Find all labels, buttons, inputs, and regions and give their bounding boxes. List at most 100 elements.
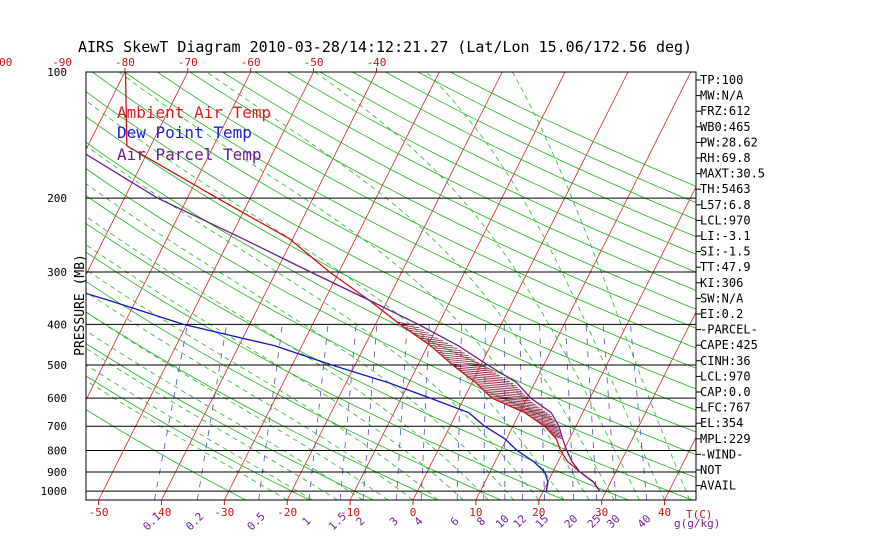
mixing-ratio-line bbox=[196, 324, 228, 500]
index-label: AVAIL bbox=[700, 479, 736, 493]
index-label: LI:-3.1 bbox=[700, 229, 751, 243]
top-temperature-label: -80 bbox=[115, 56, 135, 69]
mixing-ratio-line bbox=[585, 324, 598, 500]
legend-parcel-temp: Air Parcel Temp bbox=[117, 145, 262, 164]
moist-adiabat-line bbox=[86, 215, 489, 500]
dry-adiabat-line bbox=[86, 375, 310, 500]
pressure-tick-label: 500 bbox=[47, 359, 67, 372]
dry-adiabat-line bbox=[86, 342, 374, 500]
cape-hatch-line bbox=[532, 418, 555, 422]
cape-hatch-line bbox=[514, 408, 546, 412]
index-label: -WIND- bbox=[700, 447, 743, 461]
dry-adiabat-line bbox=[124, 72, 696, 369]
cape-hatch-line bbox=[396, 321, 414, 326]
bottom-temperature-label: 30 bbox=[595, 506, 608, 519]
cape-hatch-line bbox=[445, 359, 479, 363]
index-label: TH:5463 bbox=[700, 182, 751, 196]
bottom-temperature-label: 20 bbox=[532, 506, 545, 519]
cape-hatch-line bbox=[522, 411, 550, 416]
cape-hatch-line bbox=[411, 332, 434, 337]
index-label: EL:354 bbox=[700, 416, 743, 430]
mixing-ratio-line bbox=[519, 324, 523, 500]
bottom-temperature-label: -10 bbox=[340, 506, 360, 519]
mixing-ratio-line bbox=[503, 324, 506, 500]
bottom-temperature-label: 40 bbox=[658, 506, 671, 519]
cape-hatch-line bbox=[548, 430, 561, 435]
isobar-lines bbox=[86, 197, 696, 492]
moist-adiabat-line bbox=[86, 311, 389, 500]
moist-adiabat-line bbox=[314, 72, 640, 500]
cape-hatch-line bbox=[530, 416, 554, 421]
cape-hatch-line bbox=[430, 344, 458, 349]
cape-hatch-line bbox=[499, 401, 536, 405]
moist-adiabat-line bbox=[86, 291, 414, 500]
moist-adiabat-line bbox=[86, 145, 540, 500]
mixing-ratio-line bbox=[339, 324, 357, 500]
cape-hatch-line bbox=[448, 361, 483, 366]
dry-adiabat-line bbox=[86, 251, 565, 500]
cape-hatch-line bbox=[550, 432, 561, 436]
cape-hatch-line bbox=[407, 329, 429, 334]
cape-hatch-line bbox=[544, 426, 560, 430]
cape-hatch-line bbox=[464, 374, 504, 378]
cape-hatch-line bbox=[525, 413, 552, 417]
bottom-temperature-label: 10 bbox=[469, 506, 482, 519]
cape-hatch-line bbox=[487, 393, 527, 398]
index-label: MAXT:30.5 bbox=[700, 167, 765, 181]
legend-dew-point: Dew Point Temp bbox=[117, 123, 252, 142]
dry-adiabat-line bbox=[86, 222, 629, 500]
mixing-ratio-unit: g(g/kg) bbox=[674, 517, 720, 530]
index-label: PW:28.62 bbox=[700, 135, 758, 149]
pressure-tick-label: 600 bbox=[47, 392, 67, 405]
cape-hatch-line bbox=[495, 399, 533, 404]
mixing-ratio-lines bbox=[154, 324, 648, 500]
mixing-ratio-line bbox=[396, 324, 408, 500]
x-axis-unit: T(C) bbox=[686, 508, 713, 521]
cape-hatch-line bbox=[481, 388, 522, 392]
cape-hatch-line bbox=[545, 427, 560, 432]
isotherm-line bbox=[412, 72, 629, 500]
isotherm-line bbox=[286, 72, 503, 500]
isotherm-lines bbox=[86, 72, 696, 500]
cape-hatch-line bbox=[502, 402, 538, 407]
moist-adiabat-line bbox=[86, 269, 439, 500]
moist-adiabat-line bbox=[86, 183, 514, 500]
dry-adiabat-line bbox=[189, 72, 696, 329]
index-label: LCL:970 bbox=[700, 213, 751, 227]
isotherm-line bbox=[98, 72, 314, 500]
mixing-ratio-line bbox=[258, 324, 283, 500]
moist-adiabat-lines bbox=[86, 72, 691, 500]
cape-hatch-line bbox=[467, 376, 507, 380]
cape-hatch-line bbox=[440, 354, 472, 359]
bottom-temperature-label: -30 bbox=[214, 506, 234, 519]
isotherm-line bbox=[86, 72, 189, 276]
index-label: L57:6.8 bbox=[700, 198, 751, 212]
index-label: TP:100 bbox=[700, 73, 743, 87]
mixing-ratio-line bbox=[602, 324, 617, 500]
dry-adiabat-line bbox=[86, 409, 246, 500]
isotherm-line bbox=[223, 72, 440, 500]
profile-lines bbox=[86, 72, 601, 492]
index-label: SI:-1.5 bbox=[700, 245, 751, 259]
index-label: CAPE:425 bbox=[700, 338, 758, 352]
dry-adiabat-line bbox=[92, 72, 696, 390]
moist-adiabat-line bbox=[512, 72, 691, 500]
cape-hatch-line bbox=[422, 340, 448, 344]
chart-title: AIRS SkewT Diagram 2010-03-28/14:12:21.2… bbox=[78, 38, 692, 56]
cape-hatch-line bbox=[443, 356, 476, 361]
isotherm-line bbox=[475, 72, 692, 500]
background-grid bbox=[86, 72, 696, 500]
bottom-temperature-ticks: -50 -40 -30 -20 -10 0 10 20 30 40 bbox=[89, 500, 671, 519]
pressure-tick-label: 700 bbox=[47, 420, 67, 433]
cape-hatch-line bbox=[475, 382, 517, 387]
isotherm-line bbox=[601, 311, 696, 500]
cape-hatch-line bbox=[453, 365, 490, 370]
cape-hatch-line bbox=[539, 422, 558, 427]
index-label: SW:N/A bbox=[700, 291, 744, 305]
cape-hatch-line bbox=[472, 380, 514, 385]
top-temperature-label: -100 bbox=[0, 56, 12, 69]
cape-hatch-line bbox=[435, 349, 465, 354]
plot-frame bbox=[85, 71, 697, 501]
